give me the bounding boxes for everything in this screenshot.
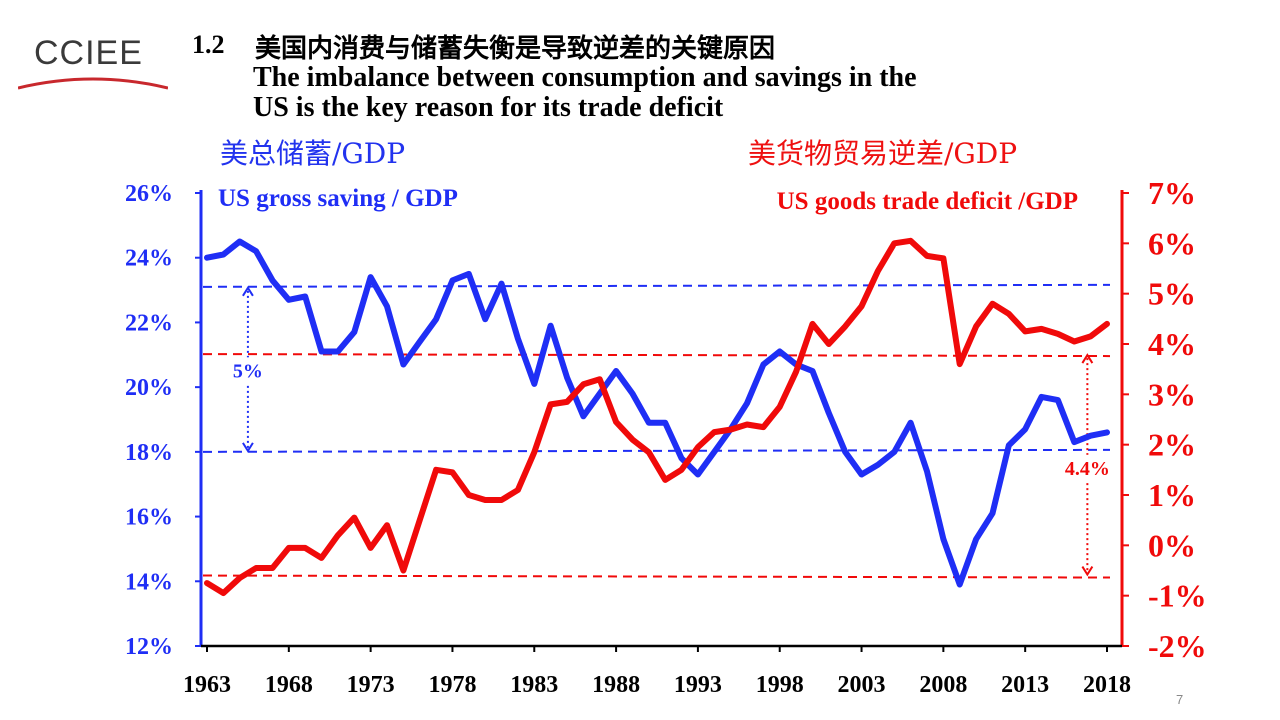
left-tick-label: 16%	[125, 505, 173, 531]
reference-line	[202, 353, 1111, 358]
right-axis-chinese-label: 美货物贸易逆差/GDP	[748, 137, 1018, 170]
saving-series-line	[204, 238, 1110, 588]
right-tick-label: -1%	[1148, 578, 1207, 614]
x-tick-label: 2008	[919, 672, 967, 698]
right-tick-label: 3%	[1148, 376, 1196, 412]
right-tick-label: 5%	[1148, 276, 1196, 312]
reference-line	[202, 448, 1111, 453]
right-tick-label: -2%	[1148, 628, 1207, 664]
right-tick-label: 2%	[1148, 427, 1196, 463]
left-tick-label: 24%	[125, 246, 173, 272]
title-chinese: 美国内消费与储蓄失衡是导致逆差的关键原因	[255, 34, 776, 64]
annotation-label-bg	[231, 357, 264, 384]
right-tick-label: 0%	[1148, 527, 1196, 563]
left-axis-chinese-label: 美总储蓄/GDP	[220, 137, 406, 170]
annotation-arrowhead-down	[1081, 566, 1094, 577]
x-tick-label: 1963	[183, 672, 231, 698]
left-tick-label: 14%	[125, 569, 173, 595]
right-tick-label: 7%	[1148, 175, 1196, 211]
right-tick-label: 4%	[1148, 326, 1196, 362]
left-tick-label: 22%	[125, 310, 173, 336]
right-tick-label: 6%	[1148, 225, 1196, 261]
logo-swoosh	[18, 77, 168, 90]
annotation-label: 4.4%	[1065, 458, 1110, 480]
right-tick-label: 1%	[1148, 477, 1196, 513]
left-tick-label: 26%	[125, 181, 173, 207]
reference-line	[202, 283, 1111, 288]
left-tick-label: 12%	[125, 634, 173, 660]
page-number: 7	[1176, 692, 1184, 707]
x-tick-label: 1978	[428, 672, 476, 698]
annotation-label: 5%	[233, 360, 263, 382]
annotation-arrowhead-up	[1081, 353, 1094, 364]
annotation-arrowhead-down	[242, 442, 254, 453]
x-tick-label: 2018	[1083, 672, 1131, 698]
cciee-logo: CCIEE	[18, 30, 168, 100]
x-tick-label: 1983	[510, 672, 558, 698]
legend-saving: US gross saving / GDP	[218, 185, 458, 212]
title-english-line2: US is the key reason for its trade defic…	[253, 92, 724, 123]
annotation-label-bg	[1057, 454, 1118, 481]
reference-line	[202, 574, 1111, 579]
x-tick-label: 1973	[347, 672, 395, 698]
annotation-arrowhead-up	[242, 285, 254, 297]
title-english-line1: The imbalance between consumption and sa…	[253, 62, 917, 93]
left-tick-label: 20%	[125, 375, 173, 401]
x-tick-label: 1968	[265, 672, 313, 698]
x-tick-label: 1988	[592, 672, 640, 698]
x-tick-label: 1993	[674, 672, 722, 698]
x-tick-label: 2013	[1001, 672, 1049, 698]
legend-deficit: US goods trade deficit /GDP	[777, 188, 1078, 215]
section-number: 1.2	[192, 30, 225, 59]
x-tick-label: 2003	[838, 672, 886, 698]
left-tick-label: 18%	[125, 440, 173, 466]
logo-text: CCIEE	[34, 34, 143, 72]
x-tick-label: 1998	[756, 672, 804, 698]
deficit-series-line	[204, 237, 1110, 597]
